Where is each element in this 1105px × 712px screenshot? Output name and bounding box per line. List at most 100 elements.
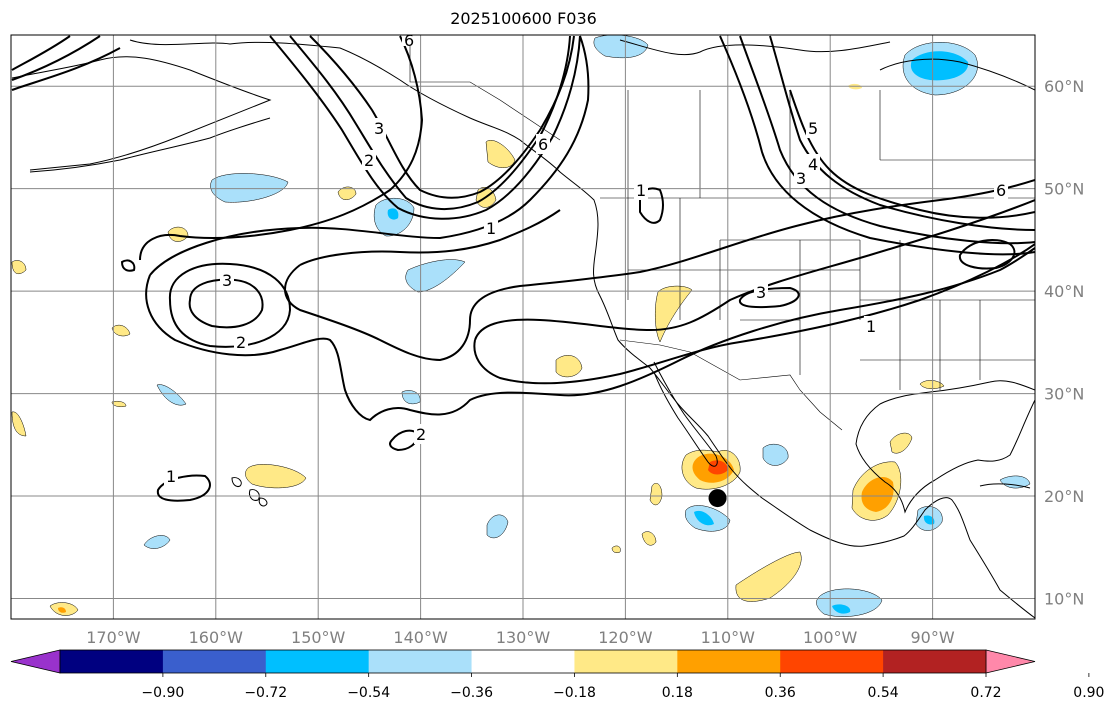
- anomaly-pos-core: [708, 460, 728, 475]
- contour-labels: 1 1 1 1 2 2 2 3 3 3 3 4 5 6: [164, 31, 1008, 486]
- contour-2b: [299, 209, 561, 266]
- contour-4: [309, 35, 575, 199]
- colorbar-segment: [471, 650, 575, 673]
- contour-east-6: [719, 35, 1035, 256]
- contour-east-4: [769, 35, 1035, 231]
- anomaly-pos-four-corners: [655, 285, 693, 343]
- anomaly-neg-east-pacific: [816, 588, 883, 617]
- contour-label-1-a: 1: [486, 219, 496, 238]
- contour-lines: [11, 35, 1035, 502]
- colorbar-tick-label: −0.36: [450, 685, 493, 701]
- lon-tick-label: 90°W: [911, 628, 955, 647]
- anomaly-neg-alaska-core: [910, 51, 969, 81]
- lat-tick-label: 60°N: [1044, 77, 1084, 96]
- contour-1-inner: [474, 199, 1035, 341]
- contour-label-3-a: 3: [222, 271, 232, 290]
- colorbar-segment: [780, 650, 884, 673]
- coast-hawaii: [231, 477, 268, 507]
- contour-label-3-d: 3: [796, 169, 806, 188]
- contour-label-2-c: 2: [416, 425, 426, 444]
- colorbar: −0.90 −0.72 −0.54 −0.36 −0.18 0.18 0.36 0.54 0.7…: [10, 649, 1104, 701]
- lat-tick-label: 50°N: [1044, 180, 1084, 199]
- contour-2: [284, 179, 1035, 362]
- anomaly-pos-east-pacific: [735, 551, 802, 602]
- contour-small-2: [389, 429, 420, 452]
- colorbar-segment: [574, 650, 678, 673]
- contour-5: [289, 35, 571, 211]
- colorbar-tick-label: 0.36: [765, 685, 796, 701]
- lon-tick-label: 110°W: [701, 628, 756, 647]
- colorbar-segment: [368, 650, 473, 673]
- chart-title: 2025100600 F036: [450, 9, 597, 28]
- lon-tick-label: 100°W: [803, 628, 858, 647]
- contour-small-1: [156, 474, 211, 502]
- colorbar-segment: [265, 650, 370, 673]
- coast-baja: [653, 361, 718, 467]
- contour-label-6-b: 6: [996, 181, 1006, 200]
- colorbar-tick-label: −0.18: [553, 685, 596, 701]
- border-alaska-canada: [409, 36, 561, 141]
- lon-tick-label: 160°W: [189, 628, 244, 647]
- colorbar-extend-over: [985, 649, 1036, 674]
- province-lines: [627, 90, 1035, 198]
- contour-label-3-c: 3: [374, 119, 384, 138]
- colorbar-segment: [883, 650, 987, 673]
- border-us-mexico: [619, 339, 843, 431]
- colorbar-tick-label: −0.72: [244, 685, 287, 701]
- contour-3: [139, 35, 424, 261]
- contour-large-1b: [145, 247, 1035, 422]
- anomaly-pos-alaska-panhandle: [485, 140, 516, 168]
- contour-east-5: [739, 35, 1035, 245]
- state-lines: [627, 198, 1035, 390]
- lon-tick-label: 170°W: [86, 628, 141, 647]
- lat-tick-label: 10°N: [1044, 590, 1084, 609]
- map-gridlines: [11, 35, 1035, 619]
- contour-label-5: 5: [808, 119, 818, 138]
- colorbar-tick-label: 0.18: [662, 685, 693, 701]
- lat-tick-label: 20°N: [1044, 487, 1084, 506]
- colorbar-tick-label: −0.54: [347, 685, 390, 701]
- lon-tick-label: 140°W: [393, 628, 448, 647]
- contour-label-6-c: 6: [404, 31, 414, 50]
- anomaly-shading: [11, 35, 1031, 617]
- contour-6: [269, 35, 581, 220]
- storm-center-marker: [708, 489, 727, 508]
- axis-labels: 170°W 160°W 150°W 140°W 130°W 120°W 110°W 100°W…: [86, 77, 1084, 647]
- anomaly-pos-gulf-coast: [919, 380, 945, 389]
- contour-label-1-b: 1: [636, 181, 646, 200]
- contour-west-low: [188, 278, 264, 329]
- contour-label-2-b: 2: [364, 151, 374, 170]
- contour-large-1: [149, 35, 590, 276]
- coast-cuba: [979, 483, 1031, 489]
- contour-sw-1: [120, 259, 136, 272]
- contour-1-inner-b: [473, 243, 1035, 385]
- colorbar-tick-label: −0.90: [141, 685, 184, 701]
- lat-tick-label: 30°N: [1044, 385, 1084, 404]
- contour-label-2-a: 2: [236, 333, 246, 352]
- map-frame: [10, 34, 1036, 620]
- colorbar-tick-label: 0.72: [970, 685, 1001, 701]
- coast-alaska: [11, 56, 272, 171]
- contour-ne-loop: [958, 239, 1016, 270]
- lon-tick-label: 150°W: [291, 628, 346, 647]
- coast-north-america: [129, 39, 1035, 619]
- anomaly-pos-hawaii: [245, 464, 307, 489]
- lat-tick-label: 40°N: [1044, 282, 1084, 301]
- colorbar-extend-under: [10, 649, 61, 674]
- colorbar-tick-label: 0.90: [1073, 685, 1104, 701]
- contour-label-4: 4: [808, 155, 818, 174]
- lon-tick-label: 120°W: [598, 628, 653, 647]
- colorbar-outline: [59, 649, 987, 674]
- colorbar-segment: [677, 650, 781, 673]
- coast-gulf-of-mexico: [855, 380, 1035, 514]
- contour-label-3-b: 3: [756, 283, 766, 302]
- colorbar-segment: [162, 650, 267, 673]
- colorbar-tick-label: 0.54: [868, 685, 899, 701]
- contour-label-1-c: 1: [866, 317, 876, 336]
- lon-tick-label: 130°W: [496, 628, 551, 647]
- coast-aleutians: [29, 117, 271, 173]
- coast-hudson: [879, 58, 1035, 91]
- contour-nw-corner: [11, 35, 121, 91]
- contour-west-low-2: [168, 262, 292, 348]
